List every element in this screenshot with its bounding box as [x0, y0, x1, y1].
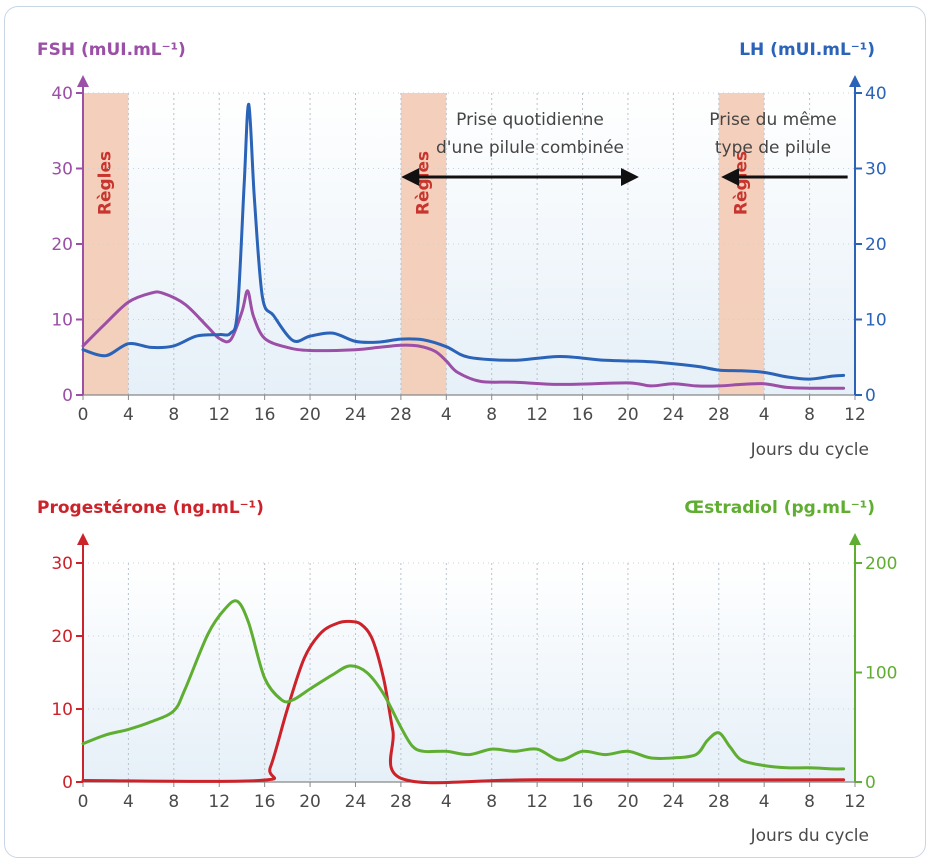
- x-tick-label: 20: [617, 405, 639, 425]
- regles-label: Règles: [731, 151, 751, 215]
- x-tick-label: 8: [168, 792, 179, 812]
- x-tick-label: 8: [486, 405, 497, 425]
- x-tick-label: 4: [759, 405, 770, 425]
- x-tick-label: 16: [254, 792, 276, 812]
- annotation-text: Prise quotidienne: [456, 110, 604, 130]
- x-tick-label: 28: [390, 405, 412, 425]
- x-tick-label: 8: [486, 792, 497, 812]
- x-tick-label: 24: [345, 792, 367, 812]
- regles-label: Règles: [96, 151, 116, 215]
- series-line-stradiol: [81, 599, 846, 771]
- annotation-text: d'une pilule combinée: [436, 138, 624, 158]
- left-tick-label: 10: [51, 700, 73, 720]
- left-tick-label: 30: [51, 160, 73, 180]
- x-tick-label: 28: [708, 405, 730, 425]
- x-tick-label: 16: [572, 405, 594, 425]
- x-tick-label: 12: [526, 405, 548, 425]
- annotation-text: Prise du même: [709, 110, 836, 130]
- x-tick-label: 24: [345, 405, 367, 425]
- left-tick-label: 0: [62, 386, 73, 406]
- right-axis-title: LH (mUI.mL⁻¹): [739, 40, 875, 60]
- x-tick-label: 8: [168, 405, 179, 425]
- x-tick-label: 20: [617, 792, 639, 812]
- x-tick-label: 24: [663, 405, 685, 425]
- right-tick-label: 200: [865, 554, 897, 574]
- left-tick-label: 10: [51, 311, 73, 331]
- left-axis-arrow: [77, 75, 89, 87]
- right-tick-label: 100: [865, 664, 897, 684]
- x-tick-label: 20: [299, 792, 321, 812]
- left-tick-label: 20: [51, 627, 73, 647]
- series-line-lh: [81, 102, 846, 381]
- x-tick-label: 12: [526, 792, 548, 812]
- left-tick-label: 20: [51, 235, 73, 255]
- left-axis-title: FSH (mUI.mL⁻¹): [37, 40, 186, 60]
- x-tick-label: 12: [844, 792, 866, 812]
- x-tick-label: 12: [844, 405, 866, 425]
- right-tick-label: 40: [865, 84, 887, 104]
- left-tick-label: 30: [51, 554, 73, 574]
- regles-label: Règles: [414, 151, 434, 215]
- right-tick-label: 20: [865, 235, 887, 255]
- x-tick-label: 0: [78, 792, 89, 812]
- x-axis-label: Jours du cycle: [750, 826, 869, 846]
- x-tick-label: 16: [572, 792, 594, 812]
- right-axis-arrow: [849, 533, 861, 545]
- x-tick-label: 0: [78, 405, 89, 425]
- plot-background: [83, 559, 855, 782]
- left-axis-arrow: [77, 533, 89, 545]
- series-line-progestrone: [81, 619, 846, 785]
- right-tick-label: 0: [865, 773, 876, 793]
- chart-panel-1: Règles Règles Règles 0 4 8 12 16 20 24 28 4 8 12 16 20 2…: [37, 40, 887, 460]
- left-tick-label: 40: [51, 84, 73, 104]
- x-tick-label: 4: [441, 405, 452, 425]
- right-tick-label: 10: [865, 311, 887, 331]
- x-tick-label: 4: [759, 792, 770, 812]
- right-tick-label: 0: [865, 386, 876, 406]
- x-tick-label: 8: [804, 405, 815, 425]
- x-tick-label: 28: [390, 792, 412, 812]
- x-tick-label: 12: [208, 405, 230, 425]
- x-tick-label: 28: [708, 792, 730, 812]
- left-tick-label: 0: [62, 773, 73, 793]
- series-line-fsh: [81, 289, 846, 390]
- x-axis-label: Jours du cycle: [750, 440, 869, 460]
- annotation-text: type de pilule: [715, 138, 831, 158]
- x-tick-label: 4: [123, 405, 134, 425]
- x-tick-label: 4: [123, 792, 134, 812]
- x-tick-label: 12: [208, 792, 230, 812]
- chart-panel-2: 0 4 8 12 16 20 24 28 4 8 12 16 20 24 28 4 8 12 Jours du cy…: [37, 498, 897, 846]
- x-tick-label: 16: [254, 405, 276, 425]
- x-tick-label: 8: [804, 792, 815, 812]
- regles-band: [83, 93, 129, 395]
- chart-canvas: Règles Règles Règles 0 4 8 12 16 20 24 28 4 8 12 16 20 2…: [37, 40, 897, 846]
- right-axis-arrow: [849, 75, 861, 87]
- regles-band: [718, 93, 765, 395]
- right-axis-title: Œstradiol (pg.mL⁻¹): [684, 498, 875, 518]
- right-tick-label: 30: [865, 160, 887, 180]
- left-axis-title: Progestérone (ng.mL⁻¹): [37, 498, 264, 518]
- x-tick-label: 4: [441, 792, 452, 812]
- x-tick-label: 20: [299, 405, 321, 425]
- chart-frame: Règles Règles Règles 0 4 8 12 16 20 24 28 4 8 12 16 20 2…: [4, 6, 926, 858]
- x-tick-label: 24: [663, 792, 685, 812]
